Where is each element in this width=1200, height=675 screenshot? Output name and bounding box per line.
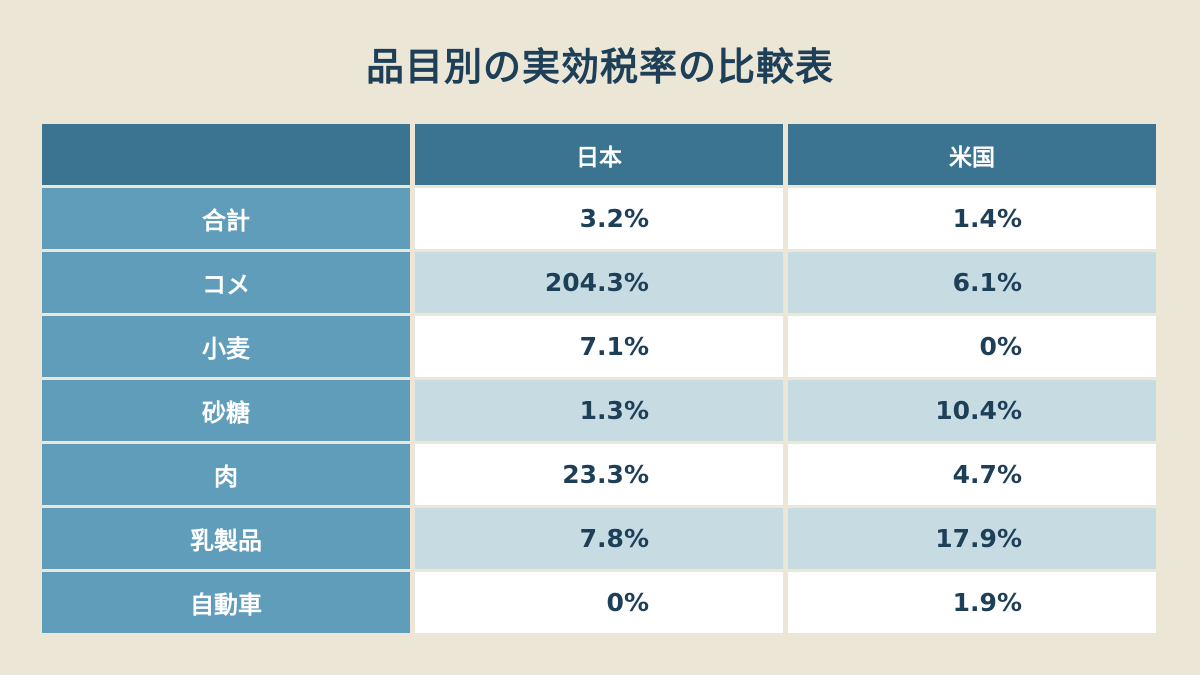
row-label: 乳製品 — [42, 508, 410, 569]
header-cell-usa: 米国 — [788, 124, 1156, 185]
table-cell-japan: 7.8% — [415, 508, 783, 569]
comparison-table: 日本 米国 合計 3.2% 1.4% コメ 204.3% 6.1% 小麦 7.1… — [42, 124, 1156, 633]
row-label: 自動車 — [42, 572, 410, 633]
table-cell-japan: 1.3% — [415, 380, 783, 441]
table-cell-usa: 10.4% — [788, 380, 1156, 441]
row-label: コメ — [42, 252, 410, 313]
table-cell-usa: 1.9% — [788, 572, 1156, 633]
header-cell-japan: 日本 — [415, 124, 783, 185]
table-cell-usa: 6.1% — [788, 252, 1156, 313]
table-cell-usa: 17.9% — [788, 508, 1156, 569]
header-cell-empty — [42, 124, 410, 185]
row-label: 合計 — [42, 188, 410, 249]
table-cell-usa: 0% — [788, 316, 1156, 377]
table-cell-japan: 23.3% — [415, 444, 783, 505]
table-cell-usa: 1.4% — [788, 188, 1156, 249]
table-cell-japan: 3.2% — [415, 188, 783, 249]
page-title: 品目別の実効税率の比較表 — [365, 45, 834, 89]
row-label: 肉 — [42, 444, 410, 505]
row-label: 小麦 — [42, 316, 410, 377]
table-cell-japan: 0% — [415, 572, 783, 633]
table-cell-japan: 204.3% — [415, 252, 783, 313]
table-cell-usa: 4.7% — [788, 444, 1156, 505]
table-cell-japan: 7.1% — [415, 316, 783, 377]
row-label: 砂糖 — [42, 380, 410, 441]
